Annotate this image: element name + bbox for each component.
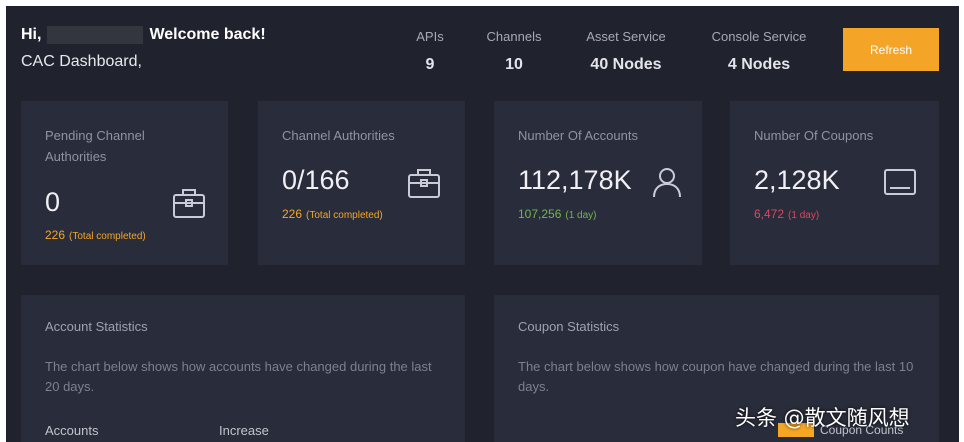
card-title: Number Of Coupons bbox=[754, 128, 874, 143]
panel-title: Account Statistics bbox=[45, 319, 148, 334]
card-subtext: 107,256 (1 day) bbox=[518, 207, 597, 221]
greeting-suffix: Welcome back! bbox=[149, 26, 266, 43]
stat-value: 9 bbox=[425, 56, 435, 73]
card-title: Channel Authorities bbox=[282, 128, 395, 143]
stat-console-service: Console Service 4 Nodes bbox=[706, 29, 812, 74]
card-subtext: 226 (Total completed) bbox=[45, 228, 146, 242]
card-subtext: 226 (Total completed) bbox=[282, 207, 383, 221]
card-number-of-coupons: Number Of Coupons 2,128K 6,472 (1 day) bbox=[730, 101, 939, 265]
panel-description: The chart below shows how accounts have … bbox=[45, 359, 432, 394]
panel-description: The chart below shows how coupon have ch… bbox=[518, 359, 914, 394]
card-sub-note: (Total completed) bbox=[306, 210, 383, 221]
card-sub-value: 6,472 bbox=[754, 207, 785, 221]
redacted-username bbox=[47, 26, 144, 44]
stat-channels: Channels 10 bbox=[482, 29, 546, 74]
panel-title: Coupon Statistics bbox=[518, 319, 620, 334]
header: Hi, Welcome back! CAC Dashboard, APIs 9 … bbox=[6, 6, 959, 96]
card-sub-value: 226 bbox=[45, 228, 66, 242]
stat-value: 4 Nodes bbox=[727, 56, 791, 73]
card-value: 2,128K bbox=[754, 165, 840, 195]
stat-asset-service: Asset Service 40 Nodes bbox=[578, 29, 674, 74]
dashboard-subtitle: CAC Dashboard, bbox=[21, 53, 142, 70]
card-value: 0 bbox=[45, 187, 61, 217]
panel-coupon-statistics: Coupon Statistics The chart below shows … bbox=[494, 295, 939, 442]
dashboard: Hi, Welcome back! CAC Dashboard, APIs 9 … bbox=[6, 6, 959, 442]
greeting: Hi, Welcome back! bbox=[21, 26, 266, 44]
card-sub-note: (1 day) bbox=[788, 210, 820, 221]
stat-label: Console Service bbox=[711, 29, 807, 44]
briefcase-icon bbox=[406, 166, 442, 205]
legend-swatch bbox=[778, 423, 814, 437]
card-sub-value: 107,256 bbox=[518, 207, 562, 221]
watermark: 头条 @散文随风想 bbox=[735, 406, 910, 430]
user-icon bbox=[650, 165, 684, 204]
column-increase: Increase bbox=[219, 423, 269, 438]
card-sub-value: 226 bbox=[282, 207, 303, 221]
stat-apis: APIs 9 bbox=[406, 29, 454, 74]
card-subtext: 6,472 (1 day) bbox=[754, 207, 819, 221]
monitor-icon bbox=[882, 167, 918, 204]
legend-coupon-counts: Coupon Counts bbox=[820, 423, 904, 437]
card-channel-authorities: Channel Authorities 0/166 226 (Total comp… bbox=[258, 101, 465, 265]
stat-value: 10 bbox=[505, 56, 523, 73]
card-title: Pending Channel Authorities bbox=[45, 128, 145, 164]
column-accounts: Accounts bbox=[45, 423, 99, 438]
stat-value: 40 Nodes bbox=[590, 56, 662, 73]
briefcase-icon bbox=[171, 186, 207, 225]
card-title: Number Of Accounts bbox=[518, 128, 638, 143]
stat-label: Channels bbox=[486, 29, 542, 44]
card-value: 112,178K bbox=[518, 165, 632, 195]
panel-account-statistics: Account Statistics The chart below shows… bbox=[21, 295, 465, 442]
card-sub-note: (Total completed) bbox=[69, 231, 146, 242]
card-number-of-accounts: Number Of Accounts 112,178K 107,256 (1 da… bbox=[494, 101, 702, 265]
card-value: 0/166 bbox=[282, 165, 350, 195]
card-sub-note: (1 day) bbox=[565, 210, 597, 221]
refresh-button[interactable]: Refresh bbox=[843, 28, 939, 71]
card-pending-channel-authorities: Pending Channel Authorities 0 226 (Total … bbox=[21, 101, 228, 265]
stat-label: APIs bbox=[416, 29, 444, 44]
greeting-prefix: Hi, bbox=[21, 26, 42, 43]
stat-label: Asset Service bbox=[586, 29, 666, 44]
